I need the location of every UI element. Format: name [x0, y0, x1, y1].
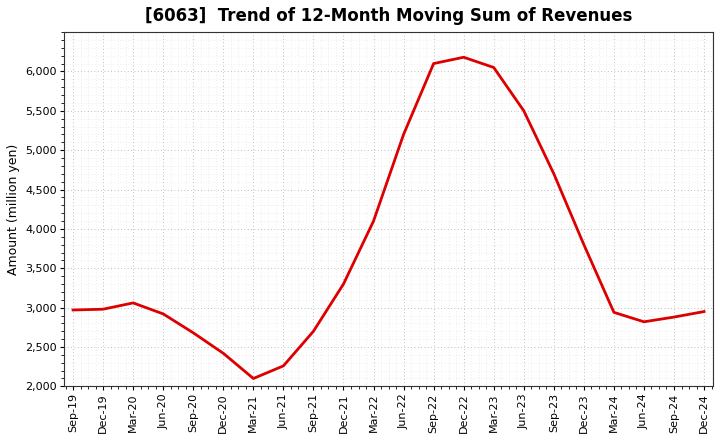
Y-axis label: Amount (million yen): Amount (million yen) [7, 143, 20, 275]
Title: [6063]  Trend of 12-Month Moving Sum of Revenues: [6063] Trend of 12-Month Moving Sum of R… [145, 7, 632, 25]
